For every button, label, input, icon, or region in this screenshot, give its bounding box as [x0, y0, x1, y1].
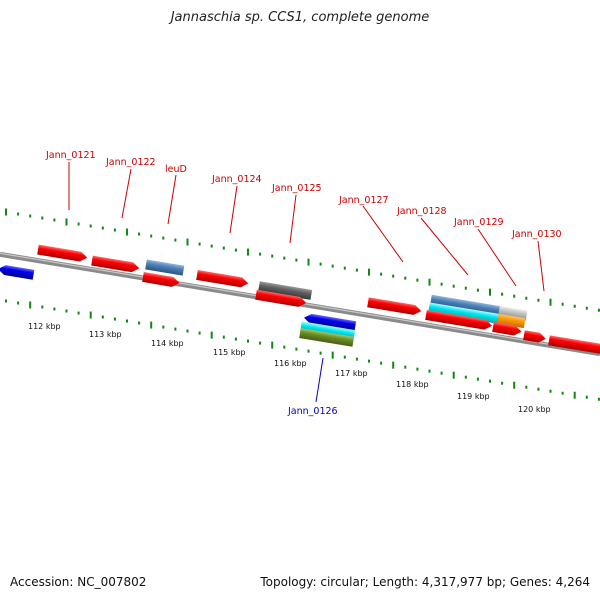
scale-labels: 112 kbp 113 kbp 114 kbp 115 kbp 116 kbp …: [28, 322, 551, 414]
scale-label: 114 kbp: [151, 339, 184, 348]
leader-line: [315, 357, 324, 403]
gene-arrow: [367, 297, 422, 315]
lower-tick-track: [5, 299, 600, 401]
topology-text: Topology: circular; Length: 4,317,977 bp…: [260, 575, 590, 589]
gene-label[interactable]: Jann_0126: [287, 406, 338, 417]
gene-arrow: [299, 328, 355, 347]
gene-arrow: [430, 294, 501, 317]
gene-label[interactable]: Jann_0124: [211, 174, 262, 185]
leader-line: [167, 174, 177, 225]
scale-label: 113 kbp: [89, 330, 122, 339]
gene-label[interactable]: leuD: [165, 164, 187, 175]
gene-arrow: [196, 270, 249, 288]
gene-arrow: [425, 309, 493, 330]
scale-label: 119 kbp: [457, 392, 490, 401]
upper-tick-track: [5, 208, 600, 312]
gene-label[interactable]: Jann_0128: [396, 206, 447, 217]
gene-arrow: [37, 244, 88, 262]
scale-label: 112 kbp: [28, 322, 61, 331]
gene-features: [0, 244, 600, 355]
gene-label[interactable]: Jann_0130: [511, 229, 562, 240]
gene-arrow: [258, 281, 313, 300]
leader-line: [362, 205, 404, 263]
scale-label: 117 kbp: [335, 369, 368, 378]
leader-line: [420, 217, 469, 276]
gene-labels: Jann_0121 Jann_0122 leuD Jann_0124 Jann_…: [45, 150, 562, 417]
gene-arrow: [145, 259, 185, 276]
gene-arrow: [523, 330, 546, 343]
map-title: Jannaschia sp. CCS1, complete genome: [170, 10, 430, 25]
gene-label[interactable]: Jann_0121: [45, 150, 96, 161]
gene-arrow: [142, 272, 180, 287]
gene-arrow: [91, 255, 140, 273]
accession-text: Accession: NC_007802: [10, 575, 147, 589]
leader-line: [477, 228, 517, 287]
scale-label: 118 kbp: [396, 380, 429, 389]
scale-label: 115 kbp: [213, 348, 246, 357]
gene-arrow: [0, 265, 35, 280]
scale-label: 116 kbp: [274, 359, 307, 368]
leader-line: [121, 168, 132, 219]
gene-arrow: [548, 335, 600, 355]
gene-label[interactable]: Jann_0127: [338, 195, 389, 206]
gene-label[interactable]: Jann_0125: [271, 183, 322, 194]
gene-label[interactable]: Jann_0129: [453, 217, 504, 228]
gene-arrow: [492, 322, 522, 336]
gene-arrow: [304, 313, 357, 332]
leader-line: [537, 240, 545, 292]
scale-label: 120 kbp: [518, 405, 551, 414]
leader-line: [229, 185, 238, 234]
gene-label[interactable]: Jann_0122: [105, 157, 156, 168]
label-leaders: [68, 162, 545, 403]
gene-arrow: [428, 302, 500, 324]
gene-arrow: [255, 289, 307, 307]
leader-line: [289, 194, 297, 244]
